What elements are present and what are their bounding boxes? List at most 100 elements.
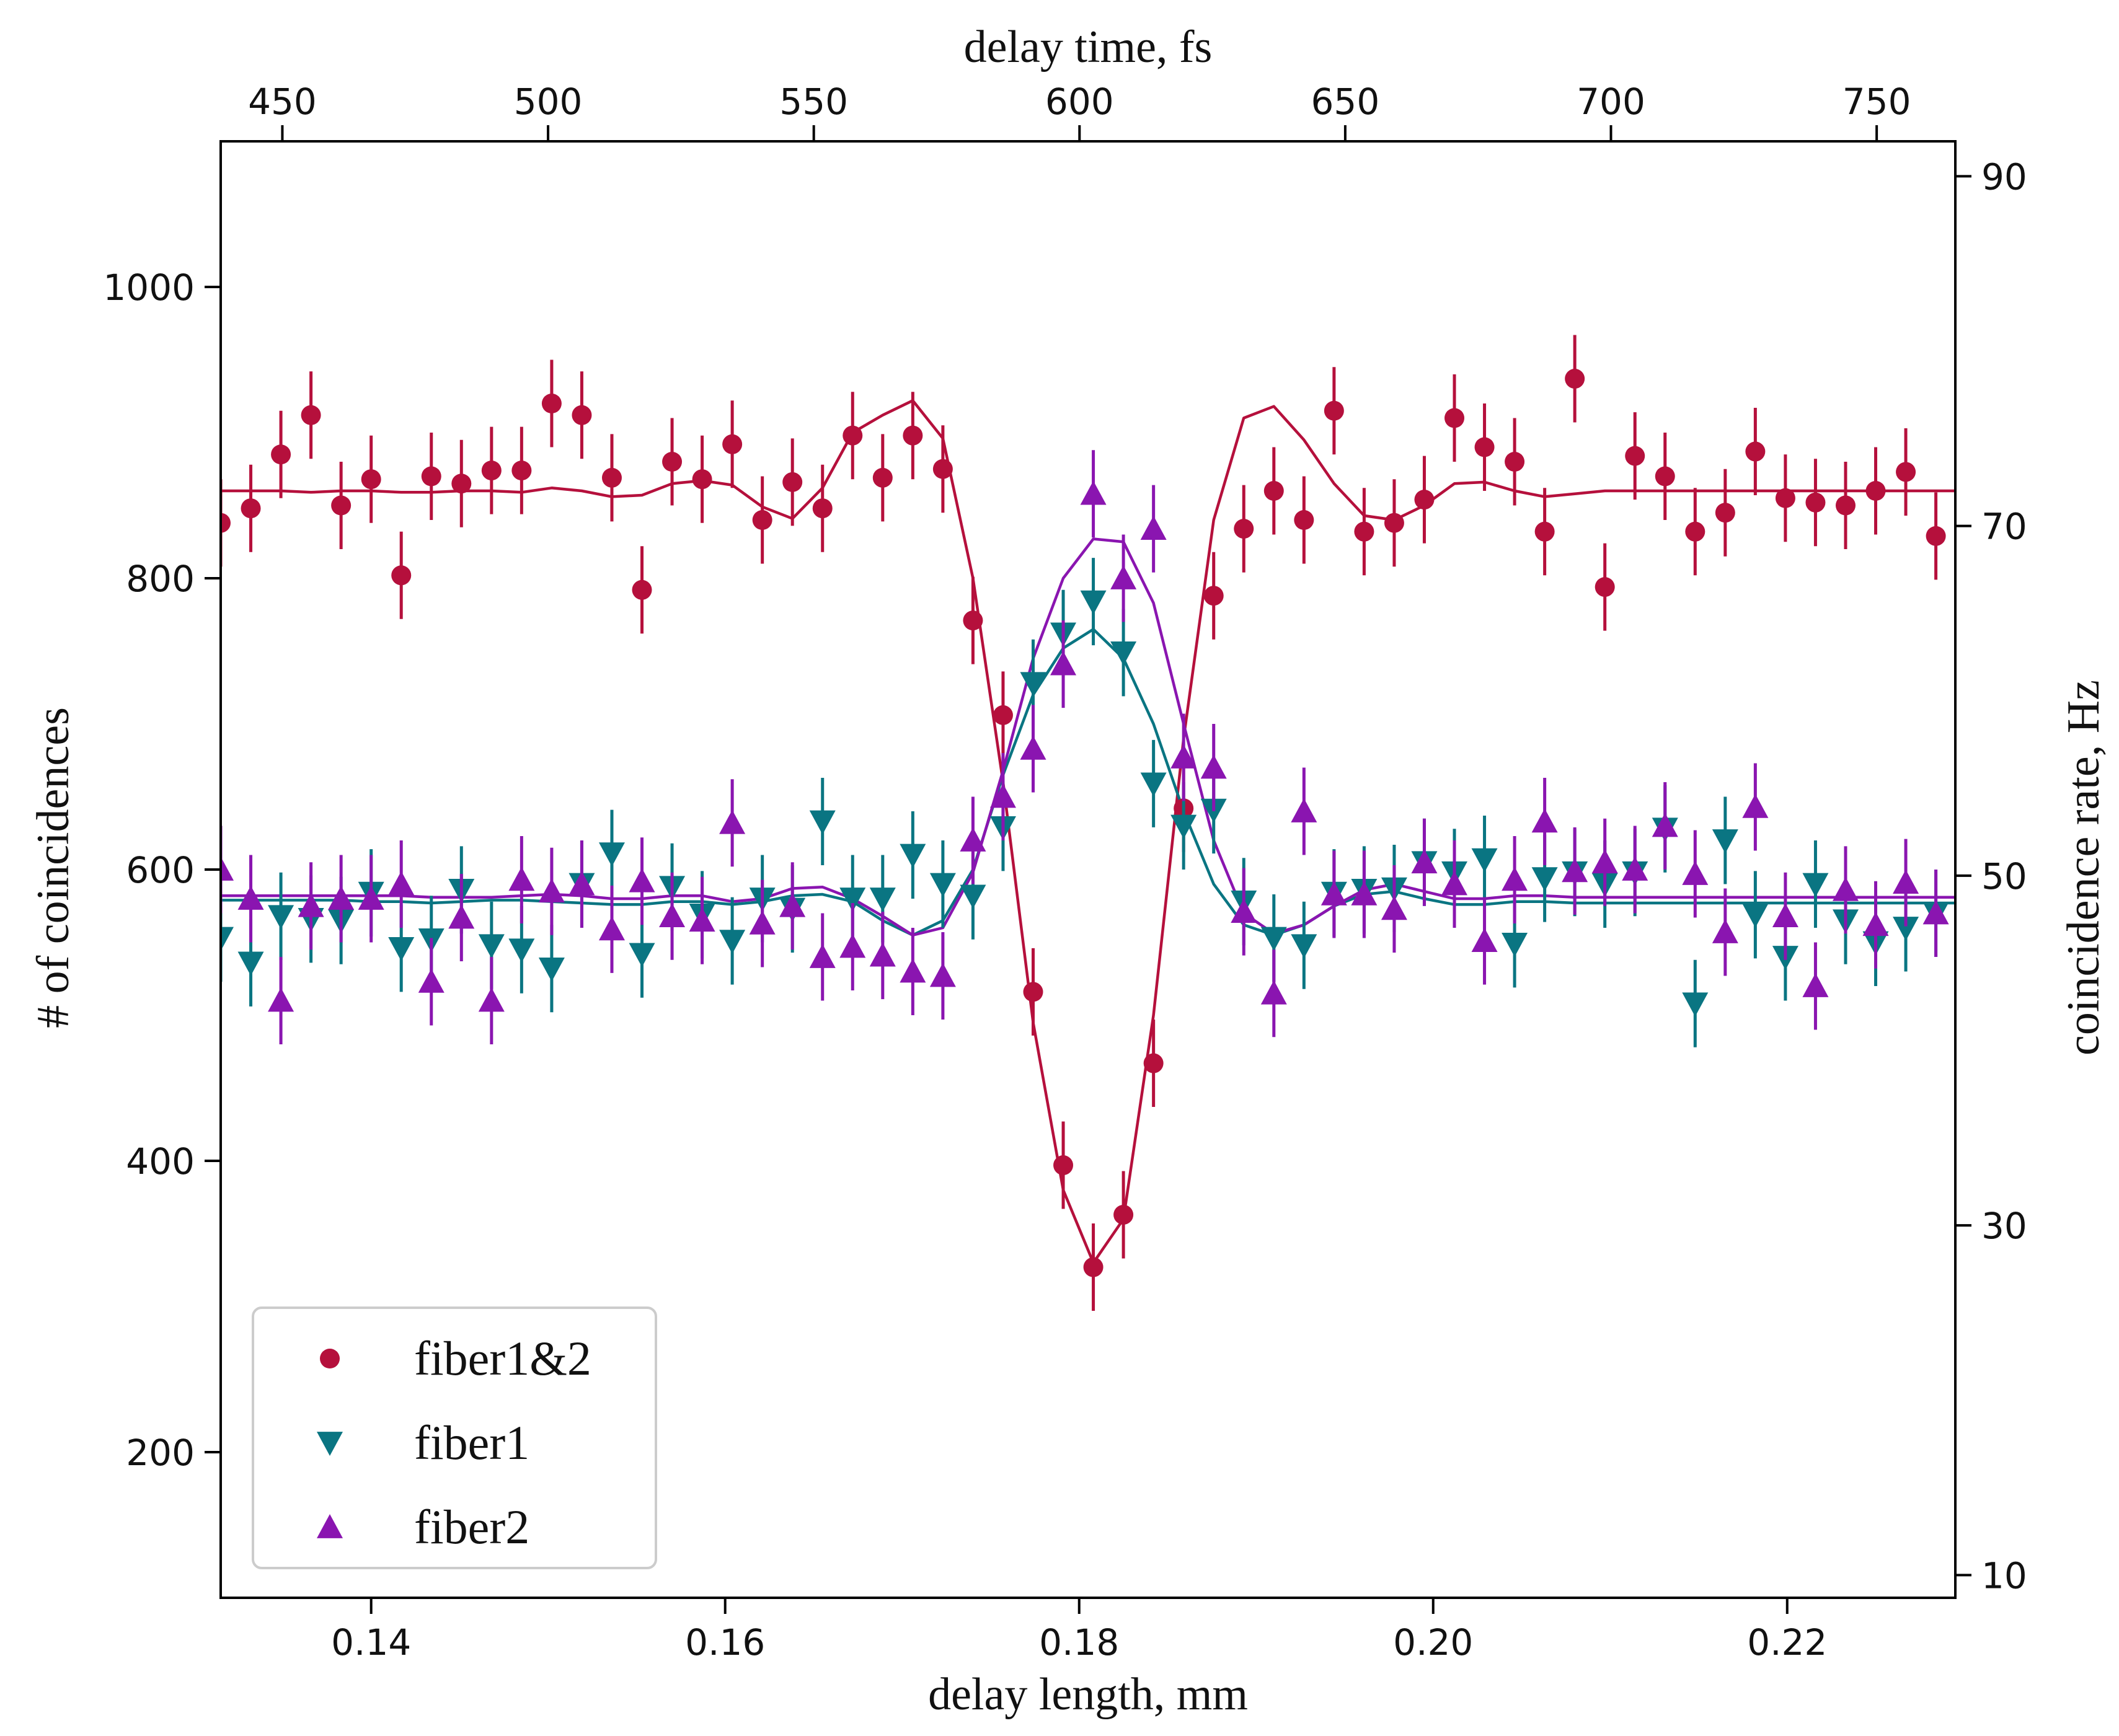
fiber2-point (538, 878, 565, 903)
top-tick-label: 650 (1311, 81, 1380, 123)
fiber1-2-point (1083, 1257, 1104, 1277)
fiber2-point (1772, 903, 1798, 928)
fiber2-point (719, 809, 746, 834)
fiber1-2-point (932, 459, 953, 479)
fiber1-2-point (1745, 441, 1766, 462)
fiber2-point (1260, 980, 1287, 1005)
fiber1-2-point (1805, 492, 1826, 513)
fiber1-2-point (1203, 586, 1224, 606)
fiber2-point (629, 868, 655, 892)
fiber1-point (478, 934, 505, 959)
left-axis-ticks: 200 400 600 800 1000 (103, 267, 221, 1474)
fiber1-2-point (1474, 437, 1495, 457)
legend-marker-fiber1 (317, 1432, 343, 1456)
legend-label-fiber1: fiber1 (414, 1416, 529, 1469)
fiber1-2-point (722, 434, 743, 454)
fiber2-point (929, 963, 956, 987)
fiber1-2-point (1926, 526, 1946, 546)
fiber1-2-point (1234, 519, 1254, 539)
fiber2-point (448, 904, 475, 929)
fiber1-2-point (752, 510, 772, 530)
fiber1-2-point (391, 565, 412, 586)
bottom-axis-ticks: 0.14 0.16 0.18 0.20 0.22 (331, 1598, 1827, 1663)
fiber2-point (1411, 849, 1438, 874)
fiber2-point (1893, 870, 1919, 894)
fiber2-point (237, 886, 264, 910)
fiber1-2-point (1595, 577, 1615, 597)
fiber2-point (1531, 808, 1558, 833)
fiber2-point (1832, 876, 1859, 901)
fiber2-point (1742, 793, 1769, 818)
fiber2-point (1652, 813, 1678, 837)
fiber2-point (1200, 754, 1227, 779)
x-tick-label: 0.16 (685, 1621, 765, 1663)
fiber2-point (388, 871, 415, 896)
fiber1-point (1291, 934, 1317, 959)
right-tick-label: 10 (1981, 1554, 2027, 1597)
fiber1-point (1020, 672, 1046, 697)
fiber1-point (1893, 917, 1919, 941)
fiber1-point (929, 873, 956, 897)
fiber1-2-point (1685, 521, 1705, 542)
y-axis-label-left: # of coincidences (28, 707, 79, 1028)
fiber1-point (598, 842, 625, 867)
fiber1-2-point (481, 460, 502, 481)
fiber1-fit-line (221, 628, 1955, 937)
fiber1-2-point (1715, 503, 1735, 523)
fiber2-fit-line (221, 537, 1955, 937)
fiber1-point (1260, 927, 1287, 951)
fiber1-point (869, 888, 896, 912)
fiber2-point (809, 944, 836, 968)
fiber1-point (719, 930, 746, 954)
fiber2-point (689, 907, 715, 932)
y-axis-label-right: coincidence rate, Hz (2058, 680, 2109, 1055)
fiber2-point (1591, 849, 1618, 874)
fiber1-point (221, 927, 234, 951)
fiber1-point (1742, 904, 1769, 928)
top-tick-label: 550 (779, 81, 848, 123)
fiber2-point (508, 866, 535, 891)
right-tick-label: 30 (1981, 1205, 2027, 1247)
fiber1-2-point (662, 452, 683, 472)
fiber1-point (1140, 772, 1167, 797)
fiber2-point (1231, 899, 1257, 923)
fiber2-point (1802, 973, 1829, 997)
y-tick-label: 400 (126, 1140, 195, 1183)
fiber1-2-point (812, 498, 833, 519)
fiber1-point (960, 884, 986, 909)
fiber2-point (478, 987, 505, 1012)
fiber1-point (538, 957, 565, 982)
fiber2-point (1321, 881, 1347, 905)
fiber2-point (1381, 896, 1407, 920)
fiber1-2-point (963, 610, 983, 631)
fiber1-point (1170, 814, 1197, 839)
fiber2-point (1020, 735, 1046, 760)
fiber2-point (328, 886, 355, 910)
fiber1-2-point (1113, 1204, 1134, 1225)
fiber1-point (1080, 590, 1107, 615)
fiber1-2-point (1534, 521, 1555, 542)
legend-marker-fiber2 (317, 1514, 343, 1538)
fiber1-2-point (1414, 490, 1435, 510)
fiber2-point (1110, 565, 1137, 589)
top-tick-label: 500 (514, 81, 583, 123)
legend-label-fiber2: fiber2 (414, 1500, 529, 1554)
fiber1-2-point (993, 705, 1013, 725)
fiber2-point (1682, 861, 1709, 885)
fiber1-point (900, 844, 926, 868)
fiber1-point (1502, 933, 1528, 957)
fiber1-2-point (1444, 408, 1465, 428)
fiber2-point (869, 942, 896, 967)
fiber1-2-point (241, 498, 261, 519)
fiber2-point (779, 892, 806, 917)
fiber1-point (839, 888, 866, 912)
fiber1-2-point (1263, 481, 1284, 501)
fiber2-point (960, 827, 986, 852)
x-tick-label: 0.22 (1747, 1621, 1827, 1663)
right-tick-label: 70 (1981, 506, 2027, 548)
right-tick-label: 50 (1981, 855, 2027, 897)
fiber1-point (1712, 829, 1738, 853)
fiber1-2-point (1354, 521, 1374, 542)
fiber1-point (809, 810, 836, 835)
